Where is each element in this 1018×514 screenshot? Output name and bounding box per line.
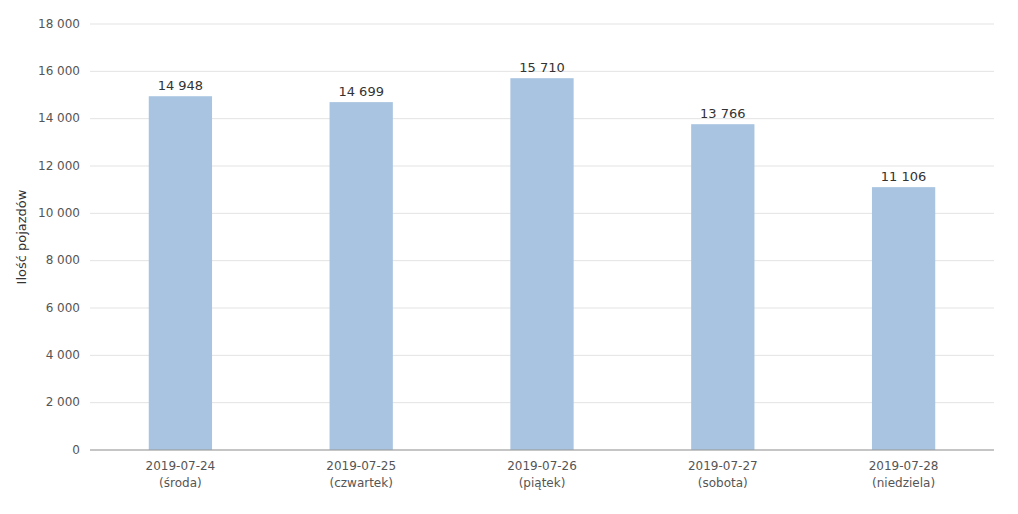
bar bbox=[330, 102, 393, 450]
y-tick-label: 14 000 bbox=[38, 111, 80, 125]
y-tick-label: 4 000 bbox=[46, 348, 80, 362]
x-tick-label: 2019-07-24 bbox=[146, 459, 216, 473]
x-tick-label: 2019-07-25 bbox=[326, 459, 396, 473]
y-axis-label: Ilość pojazdów bbox=[14, 189, 29, 284]
x-ticks: 2019-07-24 (środa) 2019-07-25 (czwartek) 201… bbox=[146, 459, 939, 490]
y-tick-label: 12 000 bbox=[38, 159, 80, 173]
y-tick-label: 18 000 bbox=[38, 17, 80, 31]
x-tick-label: (piątek) bbox=[519, 476, 566, 490]
data-label: 13 766 bbox=[700, 106, 746, 121]
x-tick-label: 2019-07-26 bbox=[507, 459, 577, 473]
y-tick-label: 0 bbox=[72, 443, 80, 457]
bar bbox=[149, 96, 212, 450]
y-tick-label: 10 000 bbox=[38, 206, 80, 220]
x-tick-label: 2019-07-28 bbox=[869, 459, 939, 473]
bar bbox=[872, 187, 935, 450]
chart-container: 0 2 000 4 000 6 000 8 000 10 000 12 000 14 000 1… bbox=[0, 0, 1018, 514]
data-label: 14 699 bbox=[338, 84, 384, 99]
y-tick-label: 6 000 bbox=[46, 301, 80, 315]
grid bbox=[90, 24, 994, 450]
x-tick-label: (czwartek) bbox=[329, 476, 392, 490]
bars bbox=[149, 78, 935, 450]
x-axis-line bbox=[90, 450, 994, 451]
chart: 0 2 000 4 000 6 000 8 000 10 000 12 000 14 000 1… bbox=[0, 0, 1018, 514]
data-label: 15 710 bbox=[519, 60, 565, 75]
x-tick-label: 2019-07-27 bbox=[688, 459, 758, 473]
grid-line bbox=[90, 450, 994, 451]
data-label: 14 948 bbox=[158, 78, 204, 93]
y-tick-label: 16 000 bbox=[38, 64, 80, 78]
x-tick-label: (środa) bbox=[159, 476, 202, 490]
y-tick-label: 2 000 bbox=[46, 395, 80, 409]
data-labels: 14 948 14 699 15 710 13 766 11 106 bbox=[158, 60, 927, 184]
bar bbox=[510, 78, 573, 450]
y-ticks: 0 2 000 4 000 6 000 8 000 10 000 12 000 14 000 1… bbox=[38, 17, 80, 457]
x-tick-label: (niedziela) bbox=[872, 476, 935, 490]
y-tick-label: 8 000 bbox=[46, 253, 80, 267]
grid-line bbox=[90, 24, 994, 25]
x-tick-label: (sobota) bbox=[698, 476, 748, 490]
bar bbox=[691, 124, 754, 450]
data-label: 11 106 bbox=[881, 169, 927, 184]
